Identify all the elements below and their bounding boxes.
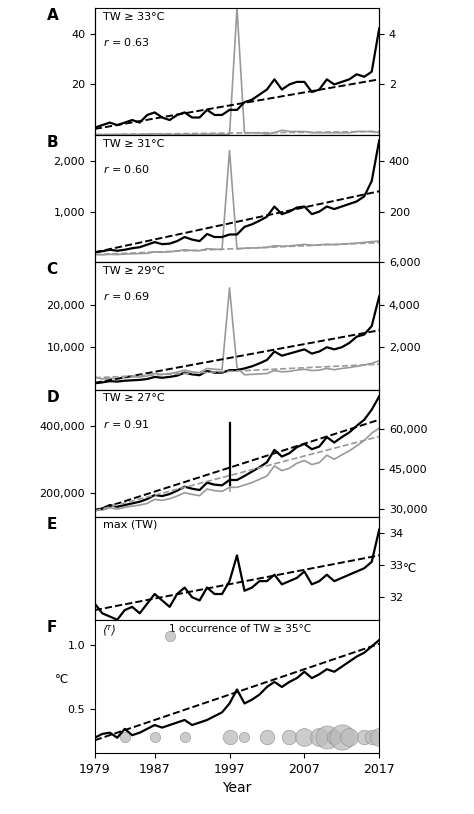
Point [181,730,188,743]
Text: E: E [46,517,57,532]
Point [121,730,128,743]
Point [286,730,293,743]
Point [241,730,248,743]
Text: $r$ = 0.69: $r$ = 0.69 [103,291,150,303]
Text: max (TW): max (TW) [103,520,158,530]
Point [166,629,173,642]
Point [375,730,383,743]
Point [360,730,368,743]
Point [226,730,233,743]
Text: TW ≥ 29°C: TW ≥ 29°C [103,266,165,276]
Text: TW ≥ 31°C: TW ≥ 31°C [103,139,164,149]
Point [151,730,158,743]
Text: TW ≥ 27°C: TW ≥ 27°C [103,393,165,404]
Y-axis label: °C: °C [55,673,69,686]
Point [263,730,271,743]
Text: $r$ = 0.91: $r$ = 0.91 [103,418,150,430]
Text: B: B [46,135,58,151]
Point [338,730,346,743]
Point [323,730,330,743]
Text: A: A [46,8,58,23]
Text: ⟨ᵀ⟩: ⟨ᵀ⟩ [103,624,117,637]
Text: F: F [46,619,57,635]
Point [301,730,308,743]
Point [346,730,353,743]
Text: $r$ = 0.63: $r$ = 0.63 [103,36,150,48]
Text: TW ≥ 33°C: TW ≥ 33°C [103,12,164,22]
Point [316,730,323,743]
Text: D: D [46,390,59,405]
X-axis label: Year: Year [222,781,252,795]
Y-axis label: °C: °C [403,562,417,575]
Point [368,730,375,743]
Point [330,730,338,743]
Text: 1 occurrence of TW ≥ 35°C: 1 occurrence of TW ≥ 35°C [169,624,311,634]
Text: $r$ = 0.60: $r$ = 0.60 [103,164,150,175]
Text: C: C [46,262,57,278]
